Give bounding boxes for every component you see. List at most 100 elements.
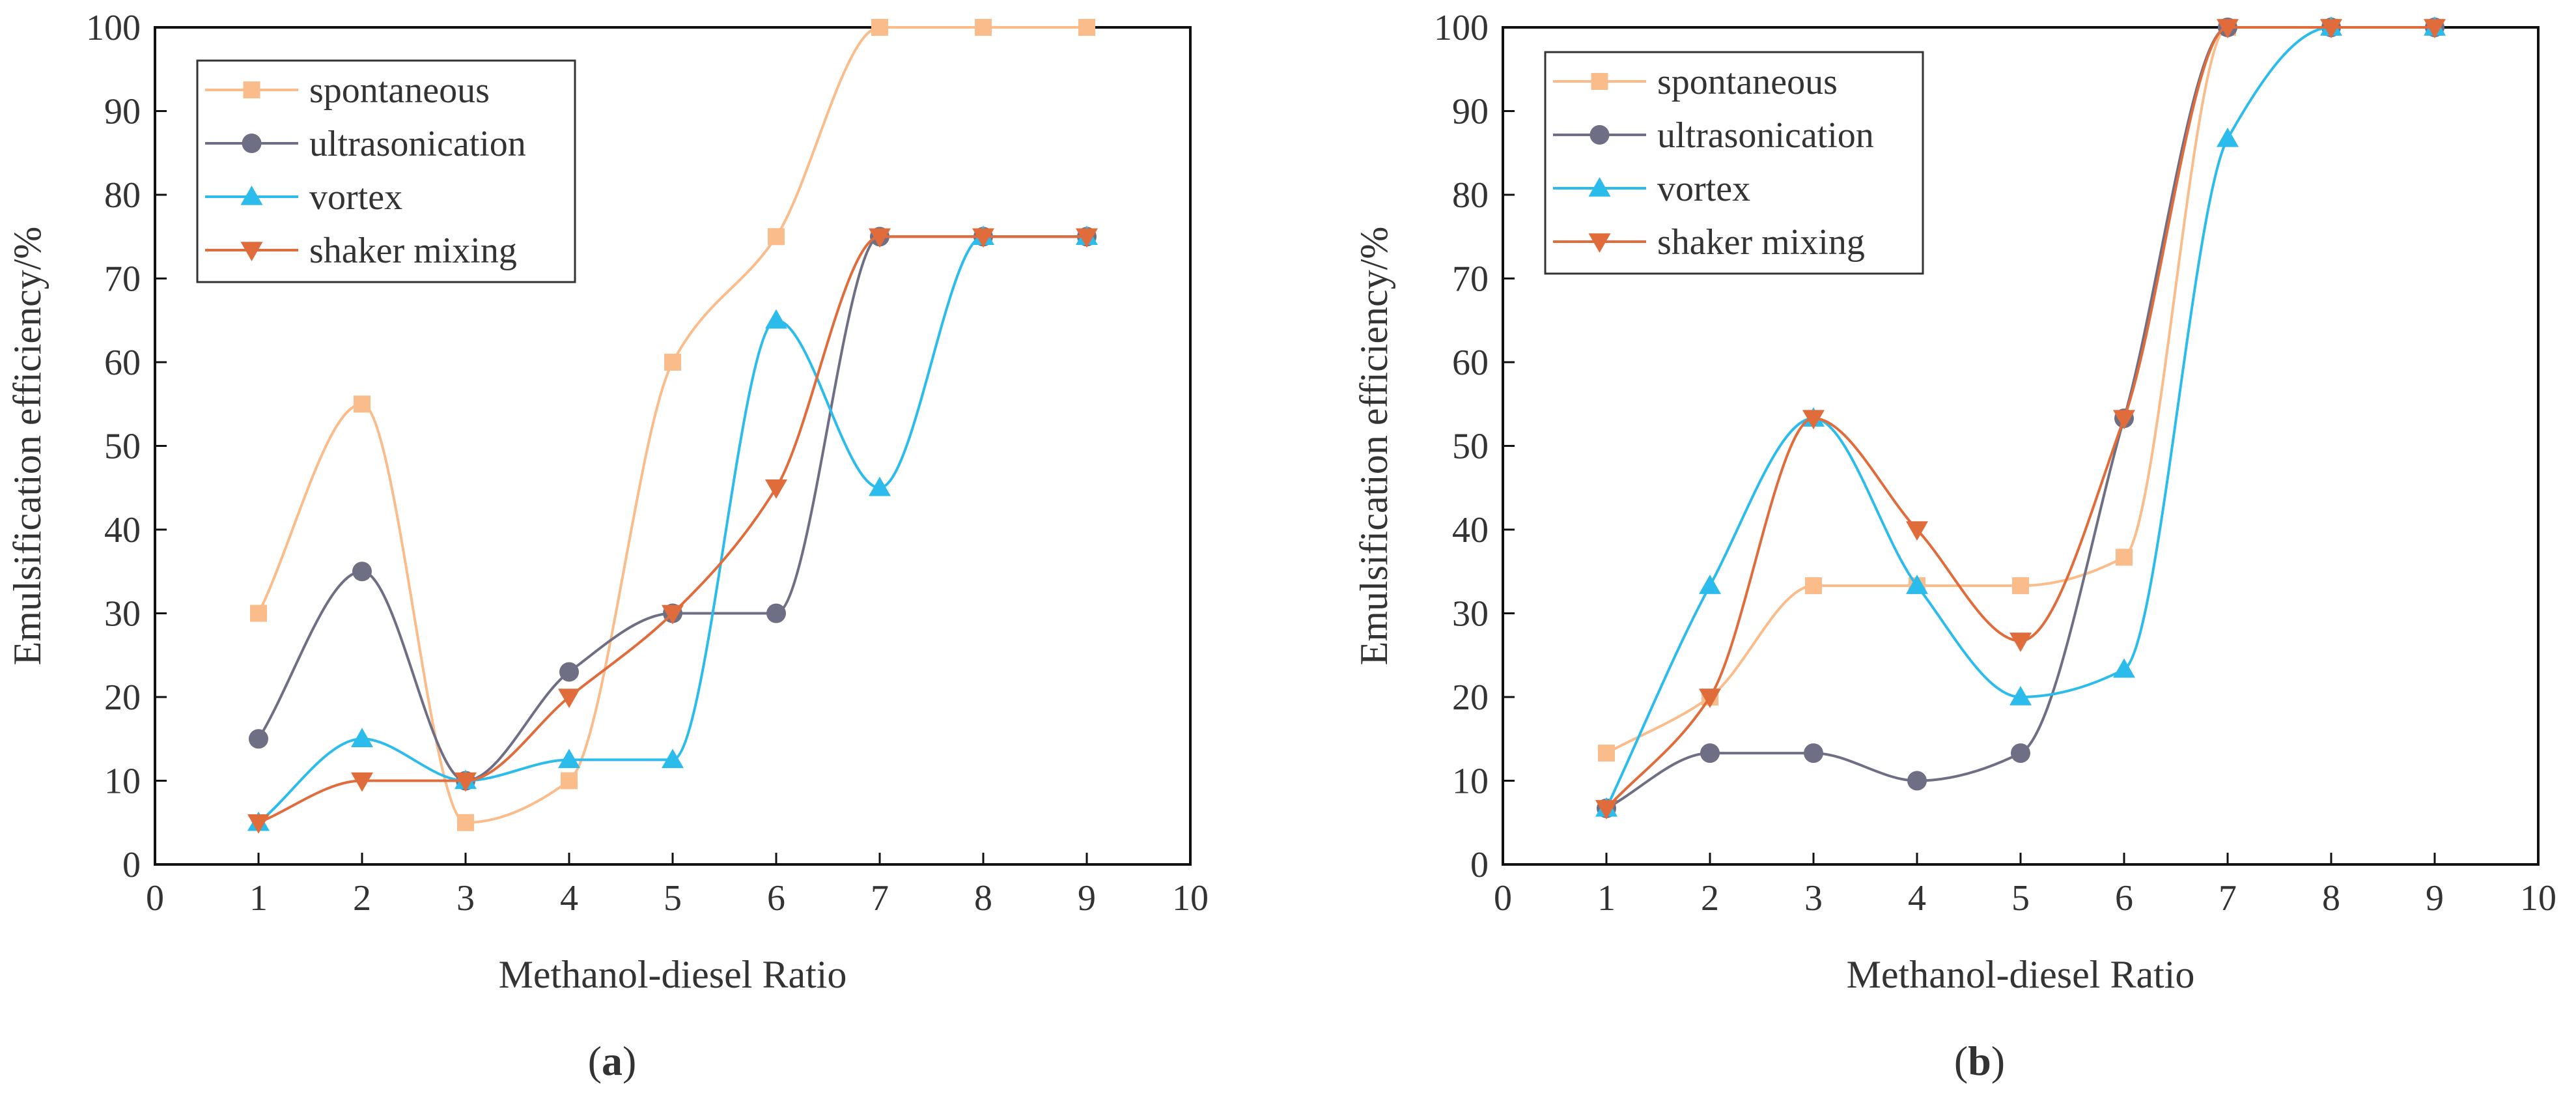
data-point xyxy=(1700,743,1720,763)
data-point xyxy=(2424,19,2446,38)
y-tick-label: 10 xyxy=(104,762,141,802)
x-tick-label: 1 xyxy=(1597,878,1616,919)
legend-label: ultrasonication xyxy=(309,124,526,164)
x-tick-label: 7 xyxy=(2219,878,2237,919)
x-tick-label: 3 xyxy=(1804,878,1823,919)
data-point xyxy=(2320,19,2342,38)
legend-label: vortex xyxy=(1657,169,1750,209)
legend-marker xyxy=(1589,125,1610,145)
y-tick-label: 0 xyxy=(122,845,141,885)
data-point xyxy=(662,748,684,769)
x-tick-label: 8 xyxy=(2322,878,2340,919)
data-point xyxy=(1802,410,1825,430)
x-tick-label: 10 xyxy=(2520,878,2556,919)
legend-marker xyxy=(242,134,262,153)
x-tick-label: 10 xyxy=(1172,878,1209,919)
data-point xyxy=(766,603,786,623)
chart-panel-a: 0 1 2 3 4 5 6 7 8 9 100102030405060708090100Methan… xyxy=(6,8,1209,1084)
data-point xyxy=(1078,19,1095,36)
x-tick-label: 7 xyxy=(871,878,889,919)
legend-label: spontaneous xyxy=(309,70,490,111)
x-tick-label: 4 xyxy=(1908,878,1926,919)
y-tick-label: 100 xyxy=(1434,8,1489,48)
data-point xyxy=(1699,689,1721,708)
x-axis-title: Methanol-diesel Ratio xyxy=(499,953,847,996)
legend-marker xyxy=(1591,73,1608,90)
y-tick-label: 80 xyxy=(104,175,141,216)
data-point xyxy=(249,729,268,749)
panel-letter: a xyxy=(602,1038,623,1084)
panel-paren-close: ) xyxy=(1991,1038,2005,1084)
series-line xyxy=(257,235,1087,782)
legend: spontaneous ultrasonication vortex shaker m… xyxy=(1544,51,1924,275)
x-tick-label: 6 xyxy=(767,878,785,919)
panel-paren-open: ( xyxy=(588,1038,602,1084)
data-point xyxy=(2011,743,2030,763)
data-point xyxy=(664,354,681,371)
data-point xyxy=(768,228,785,246)
x-tick-label: 8 xyxy=(974,878,992,919)
x-tick-label: 9 xyxy=(2426,878,2444,919)
data-point xyxy=(1699,575,1721,594)
series-line xyxy=(258,235,1087,824)
data-point xyxy=(869,476,891,496)
data-point xyxy=(352,562,372,582)
panel-paren-close: ) xyxy=(623,1038,636,1084)
legend-label: shaker mixing xyxy=(1657,222,1865,263)
data-point xyxy=(765,479,787,499)
data-point xyxy=(972,228,994,248)
data-point xyxy=(1907,771,1927,791)
data-point xyxy=(2217,127,2239,147)
y-tick-label: 30 xyxy=(104,594,141,634)
data-point xyxy=(1076,228,1098,248)
legend: spontaneous ultrasonication vortex shaker m… xyxy=(196,59,576,283)
data-point xyxy=(1598,745,1615,762)
y-tick-label: 90 xyxy=(104,92,141,132)
x-tick-label: 1 xyxy=(249,878,268,919)
data-point xyxy=(457,814,474,831)
y-tick-label: 10 xyxy=(1452,762,1489,802)
x-axis-title: Methanol-diesel Ratio xyxy=(1847,953,2195,996)
chart-panel-b: 0 1 2 3 4 5 6 7 8 9 100102030405060708090100Methan… xyxy=(1352,8,2556,1084)
x-tick-label: 6 xyxy=(2115,878,2133,919)
data-point xyxy=(2116,548,2133,566)
data-point xyxy=(1805,577,1822,595)
data-point xyxy=(250,605,267,622)
legend-marker xyxy=(243,81,260,98)
legend-marker xyxy=(1588,233,1611,253)
y-tick-label: 60 xyxy=(1452,343,1489,383)
legend-label: spontaneous xyxy=(1657,62,1838,102)
legend-label: vortex xyxy=(309,177,402,218)
data-point xyxy=(558,748,580,769)
x-tick-label: 0 xyxy=(1494,878,1512,919)
y-tick-label: 30 xyxy=(1452,594,1489,634)
y-axis-title: Emulsification efficiency/% xyxy=(6,227,49,666)
x-tick-label: 5 xyxy=(2011,878,2030,919)
x-tick-label: 0 xyxy=(146,878,164,919)
data-point xyxy=(1595,800,1617,819)
data-point xyxy=(247,814,270,834)
y-axis-title: Emulsification efficiency/% xyxy=(1352,227,1395,666)
y-tick-label: 20 xyxy=(104,677,141,718)
series-line xyxy=(257,235,1087,824)
y-tick-label: 70 xyxy=(1452,259,1489,300)
x-tick-label: 2 xyxy=(1701,878,1719,919)
x-tick-label: 5 xyxy=(664,878,682,919)
series-shaker-mixing xyxy=(1595,19,2446,819)
legend-marker xyxy=(240,242,263,261)
data-point xyxy=(559,662,579,682)
data-point xyxy=(351,772,373,792)
data-point xyxy=(354,395,371,413)
panel-label: (b) xyxy=(1954,1038,2005,1084)
y-tick-label: 100 xyxy=(86,8,141,48)
data-point xyxy=(2009,633,2032,652)
x-tick-label: 3 xyxy=(456,878,475,919)
legend-marker xyxy=(1588,177,1611,197)
data-point xyxy=(1906,575,1928,594)
y-tick-label: 90 xyxy=(1452,92,1489,132)
data-point xyxy=(561,772,578,790)
y-tick-label: 40 xyxy=(1452,510,1489,550)
data-point xyxy=(2012,577,2029,595)
data-point xyxy=(765,309,787,329)
